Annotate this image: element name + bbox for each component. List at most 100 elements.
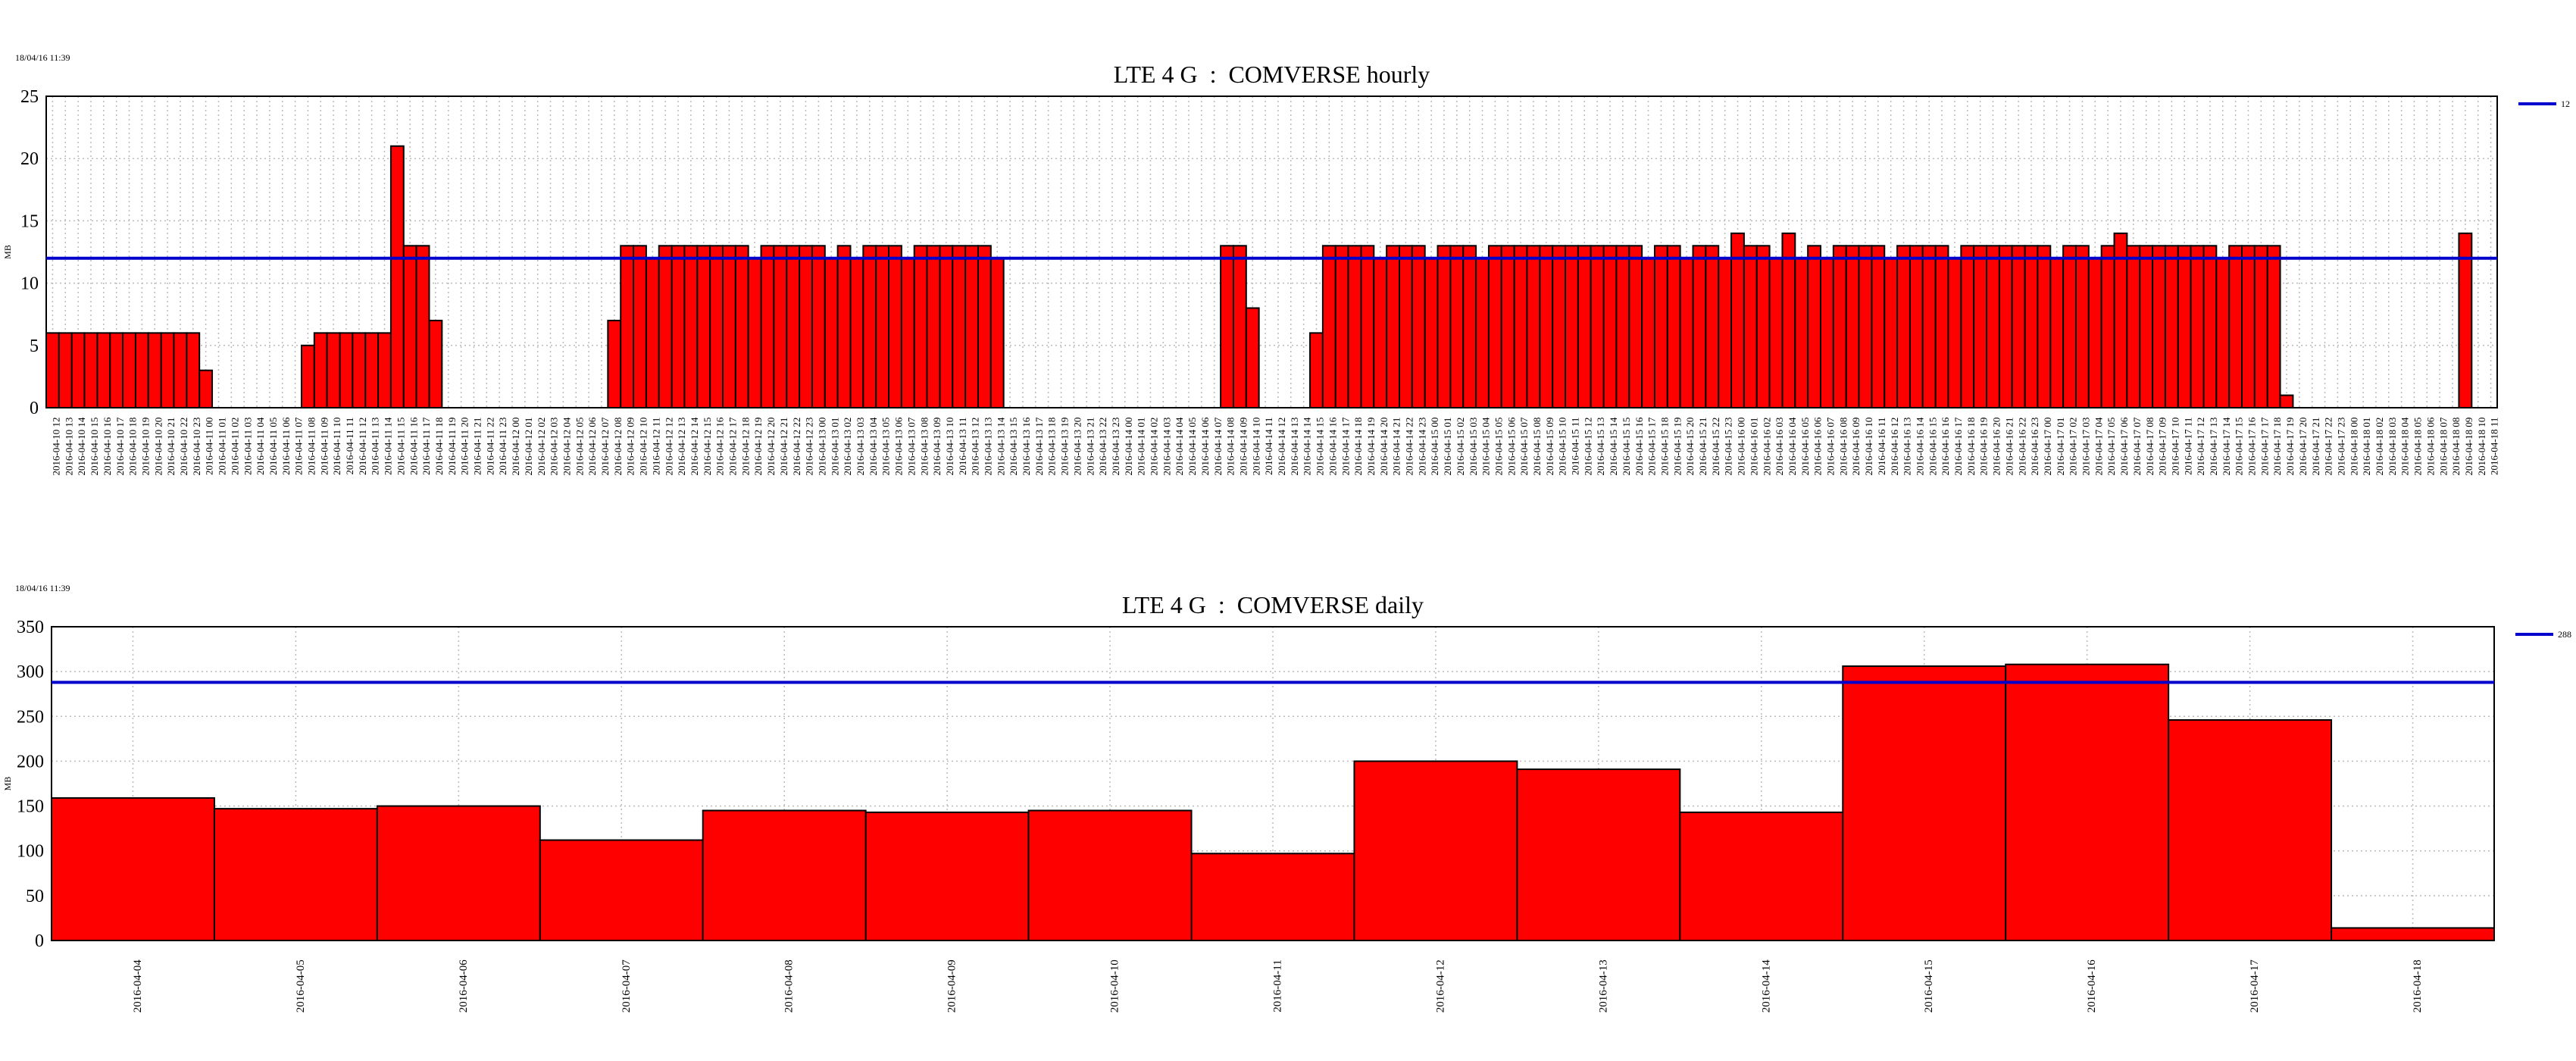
x-tick-label: 2016-04-15 00 — [1429, 418, 1440, 476]
bar — [1615, 245, 1630, 408]
x-tick-label: 2016-04-15 11 — [1570, 418, 1581, 475]
x-tick-label: 2016-04-11 14 — [383, 417, 394, 475]
x-tick-label: 2016-04-17 23 — [2335, 418, 2346, 476]
x-tick-label: 2016-04-14 23 — [1416, 418, 1427, 476]
x-tick-label: 2016-04-16 — [2086, 959, 2098, 1012]
x-tick-label: 2016-04-18 07 — [2437, 417, 2449, 475]
x-tick-label: 2016-04-06 — [458, 959, 470, 1012]
x-tick-label: 2016-04-12 12 — [663, 418, 674, 476]
x-tick-label: 2016-04-18 02 — [2374, 418, 2385, 476]
y-axis-label: MB — [2, 777, 13, 791]
bar — [1679, 811, 1844, 942]
x-tick-label: 2016-04-14 00 — [1123, 418, 1134, 476]
x-tick-label: 2016-04-17 09 — [2157, 418, 2168, 476]
bar — [186, 332, 201, 408]
bar — [671, 245, 686, 408]
bar — [1768, 257, 1784, 408]
x-tick-label: 2016-04-16 22 — [2016, 418, 2027, 476]
x-tick-label: 2016-04-11 22 — [484, 418, 496, 475]
x-tick-label: 2016-04-10 18 — [127, 418, 139, 476]
bar — [2087, 257, 2102, 408]
x-tick-label: 2016-04-16 13 — [1902, 418, 1913, 476]
bar — [134, 332, 149, 408]
x-tick-label: 2016-04-12 22 — [791, 418, 802, 476]
bar — [1475, 257, 1490, 408]
bar — [2011, 245, 2026, 408]
x-tick-label: 2016-04-15 03 — [1468, 418, 1479, 476]
x-tick-label: 2016-04-16 06 — [1812, 417, 1824, 475]
bar — [1909, 245, 1924, 408]
bar — [1921, 245, 1937, 408]
x-tick-label: 2016-04-15 22 — [1710, 418, 1721, 476]
x-tick-label: 2016-04-17 08 — [2144, 418, 2156, 476]
y-tick-label: 20 — [20, 149, 39, 169]
x-tick-label: 2016-04-14 09 — [1237, 418, 1249, 476]
x-tick-label: 2016-04-12 04 — [561, 417, 572, 475]
bar — [2126, 245, 2141, 408]
x-tick-label: 2016-04-15 01 — [1442, 418, 1453, 476]
bar — [1718, 257, 1733, 408]
x-tick-label: 2016-04-11 19 — [446, 418, 458, 475]
bar — [1027, 809, 1193, 941]
bar — [2253, 245, 2268, 408]
bar — [300, 344, 315, 408]
bar — [51, 797, 215, 941]
x-tick-label: 2016-04-16 03 — [1774, 418, 1785, 476]
bar — [1513, 245, 1528, 408]
x-tick-label: 2016-04-10 — [1109, 959, 1121, 1012]
bar — [1998, 245, 2013, 408]
x-tick-label: 2016-04-13 13 — [982, 418, 993, 476]
x-tick-label: 2016-04-14 — [1760, 959, 1772, 1012]
bar — [147, 332, 162, 408]
x-tick-label: 2016-04-11 10 — [331, 418, 342, 475]
x-tick-label: 2016-04-12 07 — [599, 417, 611, 475]
x-tick-label: 2016-04-16 17 — [1952, 417, 1964, 475]
x-tick-label: 2016-04-14 06 — [1199, 417, 1211, 475]
bar — [2037, 245, 2052, 408]
y-tick-label: 0 — [30, 399, 39, 418]
timestamp: 18/04/16 11:39 — [15, 52, 70, 63]
x-tick-label: 2016-04-07 — [621, 959, 633, 1012]
bar — [1373, 257, 1388, 408]
bar — [1539, 245, 1554, 408]
bar — [2139, 245, 2154, 408]
x-tick-label: 2016-04-15 04 — [1480, 417, 1492, 475]
x-tick-label: 2016-04-17 11 — [2182, 418, 2193, 475]
x-tick-label: 2016-04-13 18 — [1046, 418, 1058, 476]
bar — [1679, 257, 1694, 408]
x-tick-label: 2016-04-17 18 — [2271, 418, 2283, 476]
bar — [70, 332, 86, 408]
x-tick-label: 2016-04-13 08 — [918, 418, 930, 476]
x-tick-label: 2016-04-17 — [2249, 959, 2261, 1012]
x-tick-label: 2016-04-17 07 — [2131, 417, 2143, 475]
bar — [734, 245, 749, 408]
bar — [364, 332, 380, 408]
x-tick-label: 2016-04-16 19 — [1978, 418, 1990, 476]
x-tick-label: 2016-04-17 04 — [2093, 417, 2104, 475]
bar — [709, 245, 724, 408]
bar — [1960, 245, 1975, 408]
x-tick-label: 2016-04-10 13 — [63, 418, 74, 476]
bar — [977, 245, 992, 408]
x-tick-label: 2016-04-10 12 — [51, 418, 62, 476]
bar — [1500, 245, 1515, 408]
bar — [1794, 257, 1809, 408]
x-tick-label: 2016-04-13 04 — [868, 417, 879, 475]
bar — [58, 332, 73, 408]
x-tick-label: 2016-04-16 01 — [1748, 418, 1759, 476]
x-tick-label: 2016-04-12 14 — [689, 417, 700, 475]
x-tick-label: 2016-04-17 15 — [2234, 418, 2245, 476]
bar — [352, 332, 367, 408]
bar — [1449, 245, 1465, 408]
bar — [1309, 332, 1324, 408]
bar — [1871, 245, 1886, 408]
bar — [2228, 245, 2243, 408]
bar — [1845, 245, 1860, 408]
x-tick-label: 2016-04-16 08 — [1837, 418, 1849, 476]
x-tick-label: 2016-04-15 19 — [1671, 418, 1683, 476]
x-tick-label: 2016-04-15 06 — [1505, 417, 1517, 475]
bar — [645, 257, 660, 408]
x-tick-label: 2016-04-13 09 — [931, 418, 943, 476]
x-tick-label: 2016-04-13 03 — [855, 418, 866, 476]
x-tick-label: 2016-04-14 02 — [1149, 418, 1160, 476]
